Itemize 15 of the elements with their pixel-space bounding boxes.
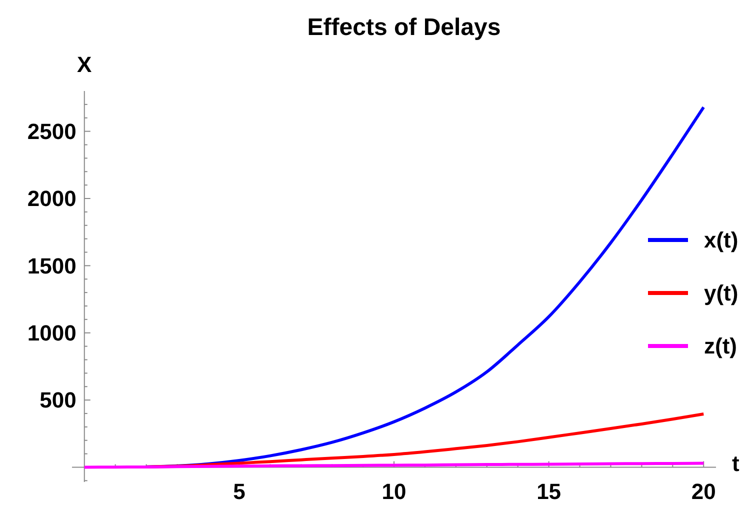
legend-label: z(t) bbox=[704, 334, 737, 359]
x-axis-title: t bbox=[732, 451, 740, 476]
x-tick-label: 20 bbox=[691, 479, 716, 504]
legend-label: y(t) bbox=[704, 280, 738, 306]
legend-label: x(t) bbox=[704, 228, 738, 253]
x-tick-label: 15 bbox=[536, 479, 562, 504]
chart-title: Effects of Delays bbox=[307, 14, 501, 41]
y-axis-title: X bbox=[77, 52, 92, 77]
y-tick-label: 500 bbox=[40, 388, 76, 413]
x-tick-label: 10 bbox=[382, 479, 406, 504]
y-tick-label: 2000 bbox=[27, 186, 76, 212]
y-tick-label: 1000 bbox=[27, 320, 76, 346]
y-tick-label: 1500 bbox=[27, 253, 76, 278]
x-tick-label: 5 bbox=[233, 479, 246, 504]
y-tick-label: 2500 bbox=[27, 119, 76, 144]
